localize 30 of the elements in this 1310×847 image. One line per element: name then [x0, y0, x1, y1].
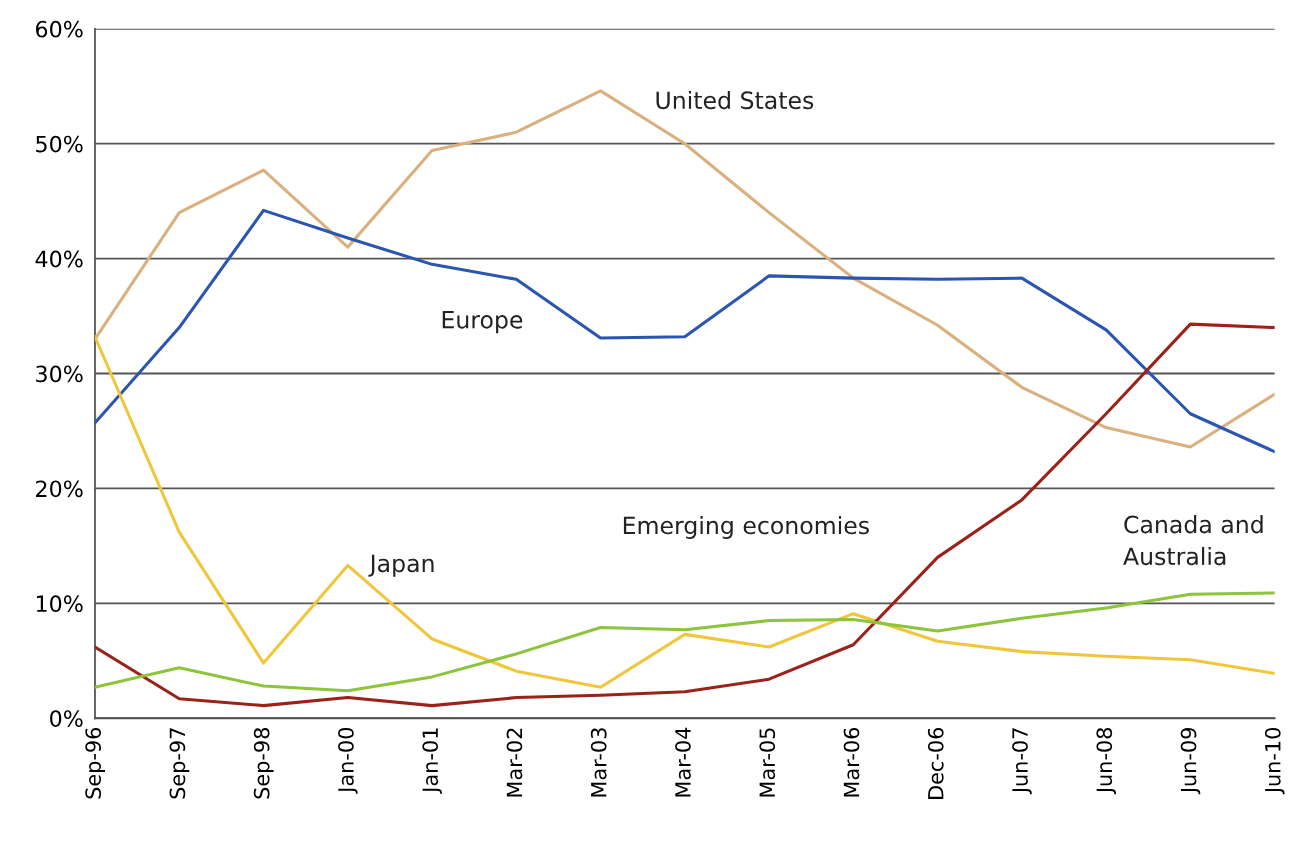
- y-tick-label: 30%: [36, 365, 83, 383]
- y-tick-label: 60%: [36, 20, 83, 38]
- line-series: [94, 591, 1275, 693]
- x-tick-label: Sep-97: [169, 728, 190, 799]
- y-tick-label: 40%: [35, 250, 83, 268]
- y-tick-label: 0%: [50, 710, 83, 728]
- x-tick-label: Mar-02: [506, 728, 523, 797]
- x-tick-label: Dec-06: [927, 727, 944, 799]
- line-series: [94, 208, 1275, 454]
- x-tick-label: Jun-07: [1012, 728, 1032, 795]
- y-tick-label: 50%: [36, 135, 83, 153]
- series-label: Canada and Australia: [1123, 515, 1263, 566]
- x-tick-label: Jun-09: [1180, 728, 1201, 795]
- y-tick-label: 20%: [36, 480, 83, 498]
- y-tick-label: 10%: [36, 595, 83, 613]
- x-tick-label: Jun-08: [1096, 728, 1117, 795]
- x-tick-label: Jun-10: [1264, 727, 1285, 795]
- x-tick-label: Mar-05: [759, 728, 776, 797]
- series-label: Europe: [442, 311, 523, 334]
- x-tick-label: Sep-96: [85, 727, 106, 799]
- text: Emerging economies: [623, 516, 869, 539]
- x-tick-label: Jan-01: [422, 728, 442, 794]
- x-tick-label: Mar-06: [843, 727, 860, 797]
- x-tick-label: Mar-03: [590, 728, 607, 797]
- x-tick-label: Mar-04: [675, 727, 691, 797]
- series-label: Japan: [368, 554, 434, 577]
- x-tick-label: Sep-98: [253, 728, 274, 799]
- series-label: United States: [656, 90, 814, 110]
- line-series: [94, 89, 1275, 449]
- x-tick-label: Jan-00: [338, 727, 358, 794]
